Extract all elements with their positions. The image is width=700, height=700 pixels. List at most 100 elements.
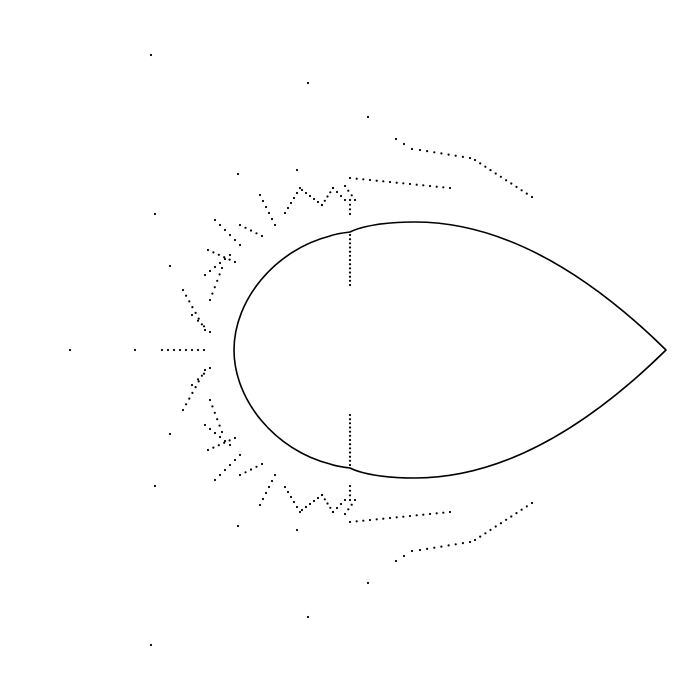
trajectory-dot [223,441,226,444]
trajectory-dot [249,468,253,471]
trajectory-dot [238,243,242,247]
trajectory-dot [218,435,222,439]
trajectory-dot [181,288,185,292]
trajectory-dot [368,178,372,182]
trajectory-dot [473,538,477,542]
trajectory-dot [388,516,392,520]
trajectory-dot [525,192,528,195]
trajectory-dot [353,498,357,502]
trajectory-dot [260,234,264,238]
trajectory-dot [348,250,352,253]
trajectory-dot [473,158,477,162]
trajectory-dot [218,473,222,477]
trajectory-dot [410,549,414,553]
trajectory-dot [308,194,312,198]
trajectory-dot [188,397,191,400]
trajectory-dot [316,496,320,500]
trajectory-dot [348,447,352,450]
trajectory-dot [484,532,487,535]
trajectory-dot [228,253,232,257]
trajectory-dot [323,199,326,202]
trajectory-dot [408,514,412,518]
trajectory-dot [422,513,425,516]
trajectory-dot [238,453,242,457]
trajectory-dot [292,196,296,200]
trajectory-dot [312,499,316,503]
trajectory-dot [213,431,217,435]
trajectory-dot [261,199,265,203]
trajectory-dot [200,374,203,377]
trajectory-dot [212,446,215,449]
trajectory-dot [348,426,352,429]
trajectory-dot [213,411,216,414]
trajectory-dot [329,191,332,194]
trajectory-dot [212,251,215,254]
trajectory-dot [348,242,352,245]
trajectory-dot [238,473,242,477]
trajectory-dot [331,510,335,514]
trajectory-dot [258,193,262,197]
trajectory-dot [286,490,290,494]
trajectory-dot [368,518,372,522]
trajectory-dot [435,185,438,188]
trajectory-dot [343,198,347,202]
trajectory-dot [228,439,231,442]
trajectory-dot [316,200,320,204]
trajectory-dot [454,154,457,157]
trajectory-dot [355,177,358,180]
trajectory-dot [203,368,207,372]
trajectory-dot [335,190,339,194]
trajectory-dot [348,418,352,421]
trajectory-dot [348,422,352,425]
trajectory-dot [233,260,237,264]
trajectory-dot [283,211,287,215]
trajectory-dot [530,195,534,199]
trajectory-dot [172,348,176,352]
trajectory-dot [228,463,232,467]
trajectory-dot [343,512,347,516]
trajectory-dot [484,165,487,168]
trajectory-dot [197,380,200,383]
trajectory-dot [213,265,217,269]
trajectory-dot [194,386,197,389]
trajectory-dot [348,258,352,262]
trajectory-dot [339,502,343,506]
trajectory-dot [499,522,502,525]
trajectory-dot [292,500,296,504]
trajectory-dot [273,473,277,477]
trajectory-dot [440,545,443,548]
trajectory-dot [348,246,352,249]
trajectory-dot [343,498,347,502]
trajectory-dot [203,328,207,332]
trajectory-dot [166,348,170,352]
trajectory-dot [223,228,227,232]
trajectory-dot [335,506,339,510]
trajectory-dot [190,383,194,387]
trajectory-dot [244,471,247,474]
trajectory-dot [348,263,352,266]
trajectory-dot [348,203,352,206]
trajectory-dot [191,391,194,394]
trajectory-dot [442,186,445,189]
trajectory-dot [203,423,207,427]
trajectory-dot [448,510,452,514]
trajectory-dot [402,142,406,146]
trajectory-dot [375,518,378,521]
trajectory-dot [348,520,352,524]
trajectory-dot [202,348,206,352]
trajectory-dot [348,430,352,433]
trajectory-dot [347,508,350,511]
trajectory-dot [196,378,200,381]
trajectory-dot [264,205,268,209]
trajectory-dot [273,223,277,227]
trajectory-dot [329,506,332,509]
trajectory-dot [298,510,302,514]
trajectory-dot [382,517,385,520]
trajectory-dot [479,535,482,538]
trajectory-dot [218,424,221,427]
trajectory-dot [348,438,352,442]
trajectory-dot [295,505,299,509]
trajectory-dot [388,180,392,184]
trajectory-dot [260,462,264,466]
trajectory-dot [196,319,200,322]
